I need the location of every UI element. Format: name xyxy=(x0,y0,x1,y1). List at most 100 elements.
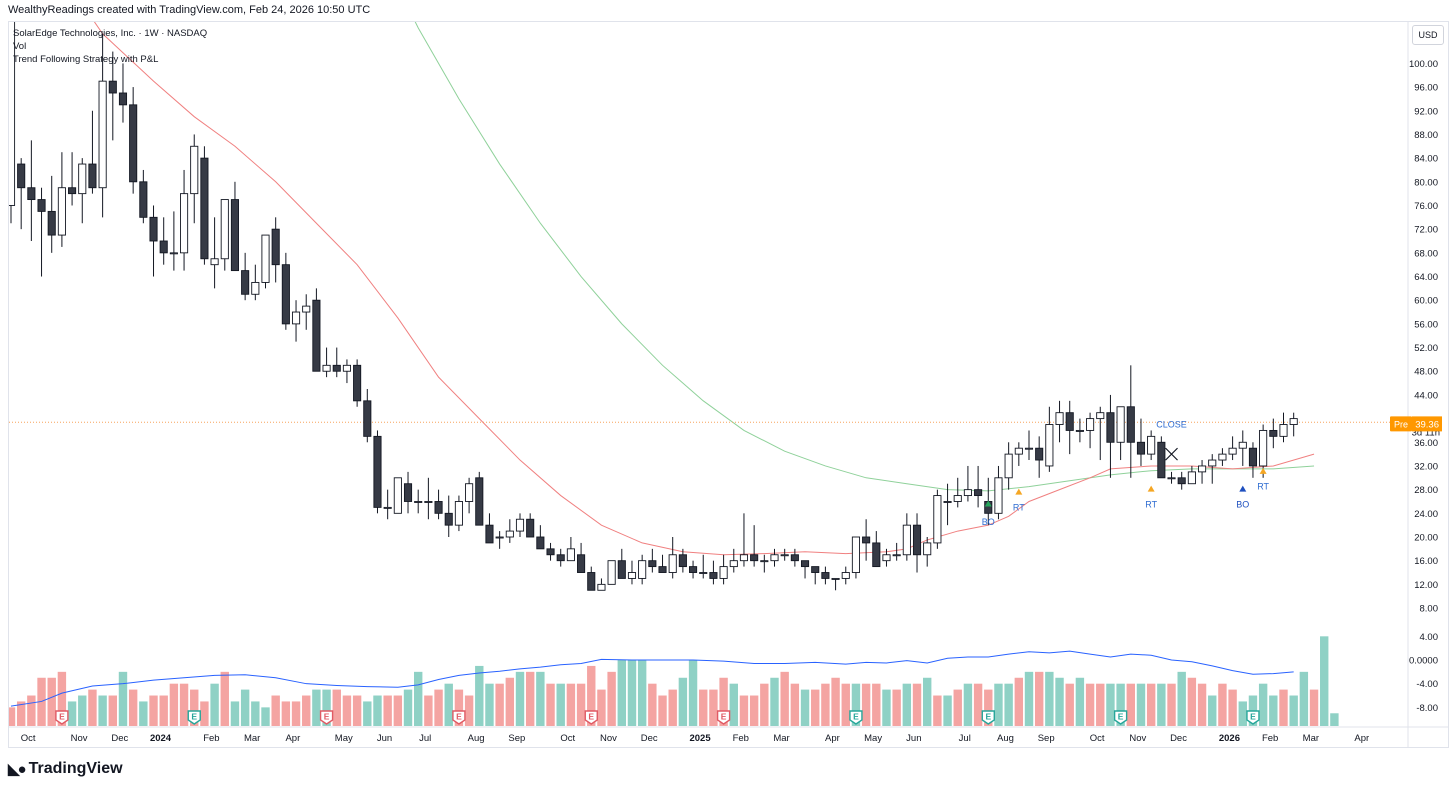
volume-bar xyxy=(709,689,718,726)
candle-body xyxy=(1106,412,1115,443)
candle-body xyxy=(129,104,138,183)
candle-body xyxy=(800,560,810,568)
candle-body xyxy=(912,524,922,556)
volume-bar xyxy=(88,689,97,726)
volume-bar xyxy=(47,677,56,726)
candle-body xyxy=(994,477,1003,514)
volume-bar xyxy=(78,695,87,726)
signal-label-bo: BO xyxy=(1236,499,1249,509)
volume-bar xyxy=(536,671,545,726)
price-tick-label: 4.00 xyxy=(1420,632,1439,643)
candle-body xyxy=(943,501,952,503)
volume-bar xyxy=(414,671,423,726)
volume-bar xyxy=(1258,683,1268,726)
chart-legend[interactable]: SolarEdge Technologies, Inc. · 1W · NASD… xyxy=(13,27,207,66)
candle-body xyxy=(1259,429,1268,467)
premarket-tag-label: Pre xyxy=(1394,419,1408,429)
candle-body xyxy=(200,157,209,260)
candle-body xyxy=(678,554,687,568)
volume-bar xyxy=(780,671,789,726)
time-axis-label: Sep xyxy=(508,733,525,744)
volume-bar xyxy=(872,683,881,726)
volume-bar xyxy=(230,701,240,726)
legend-strategy[interactable]: Trend Following Strategy with P&L xyxy=(13,54,159,65)
time-axis-label: Nov xyxy=(71,733,88,744)
volume-bar xyxy=(892,689,901,726)
candle-body xyxy=(892,554,901,557)
volume-bar xyxy=(760,683,769,726)
legend-volume[interactable]: Vol xyxy=(13,41,27,52)
volume-bar xyxy=(851,683,861,726)
earnings-label: E xyxy=(985,712,991,722)
time-axis-label: Jun xyxy=(377,733,392,744)
candle-body xyxy=(699,572,708,574)
candle-body xyxy=(169,252,178,255)
tradingview-logo[interactable]: ◣● TradingView xyxy=(8,760,123,778)
volume-bar xyxy=(1157,683,1166,726)
price-tick-label: 20.00 xyxy=(1414,533,1438,544)
volume-bar xyxy=(994,683,1003,726)
volume-bar xyxy=(454,689,464,726)
volume-bar xyxy=(332,689,341,726)
earnings-marker xyxy=(1113,710,1128,725)
volume-bar xyxy=(322,689,331,726)
time-axis-label: Dec xyxy=(641,733,658,744)
volume-bar xyxy=(1146,683,1156,726)
candle-body xyxy=(790,554,799,562)
close-x-marker xyxy=(1165,447,1178,461)
time-axis-label: 2025 xyxy=(689,733,711,744)
legend-symbol[interactable]: SolarEdge Technologies, Inc. · 1W · NASD… xyxy=(13,28,208,39)
time-axis-label: Jul xyxy=(959,733,971,744)
earnings-marker xyxy=(849,710,863,725)
currency-button[interactable]: USD xyxy=(1412,25,1444,45)
candle-body xyxy=(465,483,474,502)
plot-area[interactable]: E E E E E E E E E E BO RT RT BO RT CLOSE xyxy=(7,0,1408,726)
candle-body xyxy=(1065,412,1074,431)
chart-frame[interactable] xyxy=(8,21,1449,748)
volume-bar xyxy=(57,671,67,726)
candle-body xyxy=(291,311,301,325)
volume-bar xyxy=(169,683,179,726)
volume-bar xyxy=(383,695,392,726)
candle-body xyxy=(475,477,484,526)
volume-bar xyxy=(607,671,616,726)
earnings-label: E xyxy=(721,712,727,722)
time-axis-label: Dec xyxy=(111,733,128,744)
price-tick-label: 80.00 xyxy=(1414,177,1438,188)
candle-body xyxy=(974,489,983,497)
candle-body xyxy=(414,501,423,503)
candle-body xyxy=(1055,412,1064,425)
volume-bar xyxy=(770,677,779,726)
volume-bar xyxy=(1320,636,1329,726)
volume-bar xyxy=(220,671,229,726)
volume-bar xyxy=(515,671,525,726)
volume-bar xyxy=(475,665,484,726)
earnings-label: E xyxy=(588,712,594,722)
candle-body xyxy=(312,299,321,372)
volume-bar xyxy=(1014,677,1024,726)
candle-body xyxy=(566,548,575,562)
candle-body xyxy=(1289,418,1298,425)
volume-bar xyxy=(505,677,515,726)
volume-bar xyxy=(1228,689,1237,726)
volume-bar xyxy=(179,683,189,726)
earnings-label: E xyxy=(191,712,197,722)
volume-bar xyxy=(729,683,738,726)
candle-body xyxy=(1086,418,1095,431)
candle-body xyxy=(719,566,728,579)
volume-bar xyxy=(637,660,647,726)
earnings-label: E xyxy=(1250,712,1256,722)
candle-body xyxy=(872,542,881,568)
signal-label-rt: RT xyxy=(1257,482,1269,492)
time-axis-label: Nov xyxy=(600,733,617,744)
price-tick-label: 12.00 xyxy=(1414,580,1438,591)
volume-bar xyxy=(352,695,362,726)
volume-bar xyxy=(1136,683,1146,726)
time-axis-label: Aug xyxy=(997,733,1014,744)
volume-bar xyxy=(587,665,596,726)
candle-body xyxy=(638,560,647,579)
candle-body xyxy=(1136,441,1146,455)
candle-body xyxy=(1248,447,1258,467)
candle-body xyxy=(139,181,148,218)
